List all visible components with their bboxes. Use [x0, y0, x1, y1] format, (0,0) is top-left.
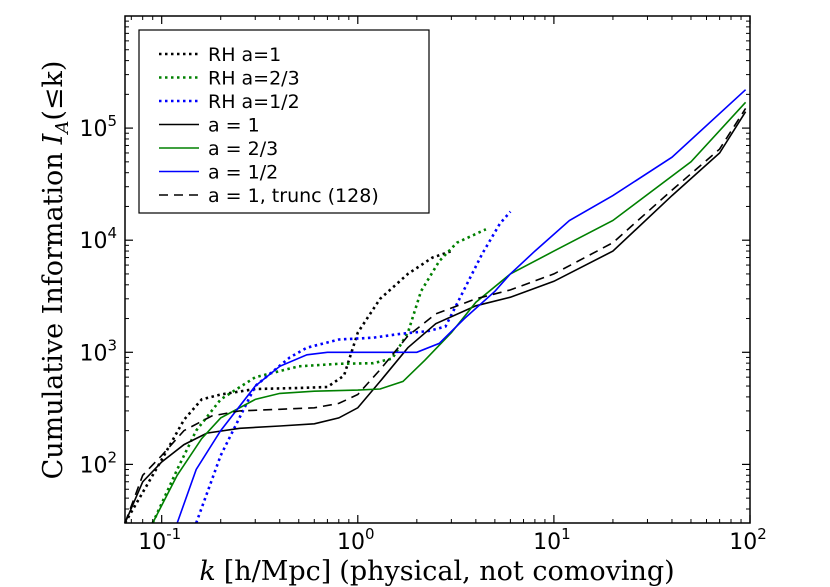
x-axis-label: k [h/Mpc] (physical, not comoving) [199, 556, 674, 587]
y-axis-label-sub: A [52, 121, 73, 136]
x-tick-label: 102 [729, 525, 767, 555]
series-line-rh-a-1 [123, 249, 452, 524]
legend-label-a-1: a = 1 [208, 115, 260, 137]
legend: RH a=1RH a=2/3RH a=1/2a = 1a = 2/3a = 1/… [138, 29, 430, 214]
y-axis-label-var: I [38, 132, 69, 145]
x-tick-label: 100 [337, 525, 375, 555]
y-tick-label: 102 [79, 448, 117, 478]
series-line-a-1-2 [176, 89, 747, 524]
y-axis-label-text: Cumulative Information [38, 152, 69, 479]
x-tick-label: 101 [533, 525, 571, 555]
series-line-a-1-trunc-128 [124, 107, 747, 524]
plot-frame [124, 15, 751, 524]
y-tick-label: 104 [79, 224, 117, 254]
x-tick-label: 10-1 [138, 525, 181, 555]
x-axis-label-var: k [199, 556, 215, 587]
legend-label-rh-a-1-2: RH a=1/2 [208, 91, 300, 113]
y-axis-label-arg: (≤k) [38, 61, 69, 121]
series-line-rh-a-2-3 [151, 228, 487, 524]
legend-label-a-2-3: a = 2/3 [208, 138, 278, 160]
x-axis-label-note: (physical, not comoving) [339, 556, 674, 587]
y-axis-label: Cumulative Information IA(≤k) [38, 61, 73, 480]
y-tick-label: 105 [79, 112, 117, 142]
y-tick-label: 103 [79, 336, 117, 366]
x-axis-label-unit: [h/Mpc] [224, 556, 332, 587]
series-line-a-1 [124, 111, 747, 524]
legend-items: RH a=1RH a=2/3RH a=1/2a = 1a = 2/3a = 1/… [159, 44, 379, 207]
legend-label-rh-a-2-3: RH a=2/3 [208, 68, 300, 90]
series-layer [123, 89, 747, 524]
tick-layer: 10-1 100 101 102 102 103 104 105 [79, 16, 767, 555]
series-line-a-2-3 [151, 101, 747, 524]
legend-label-a-1-2: a = 1/2 [208, 162, 278, 184]
legend-box [138, 29, 430, 214]
legend-label-a-1-trunc-128: a = 1, trunc (128) [208, 185, 379, 207]
legend-label-rh-a-1: RH a=1 [208, 44, 281, 66]
